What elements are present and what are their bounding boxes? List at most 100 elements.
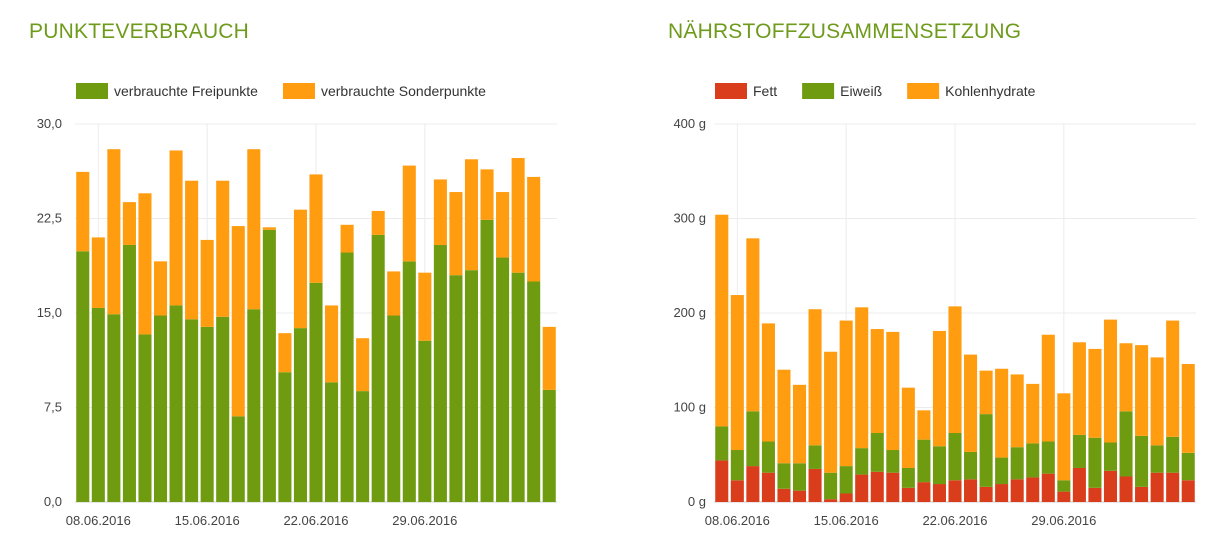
bar-naehrstoff-series0-5 <box>792 490 807 502</box>
bar-naehrstoff-series2-28 <box>1150 357 1164 446</box>
legend-swatch-1 <box>802 83 835 99</box>
bar-naehrstoff-series0-24 <box>1088 487 1102 502</box>
bar-naehrstoff-series2-15 <box>948 306 962 434</box>
y-tick-label: 0,0 <box>44 494 62 509</box>
bar-naehrstoff-series0-13 <box>917 482 931 502</box>
bar-naehrstoff-series0-29 <box>1166 472 1180 502</box>
bar-naehrstoff-series0-23 <box>1072 467 1086 502</box>
bar-punkte-series1-6 <box>169 150 183 306</box>
bar-naehrstoff-series1-22 <box>1057 480 1071 492</box>
bar-punkte-series1-23 <box>433 179 447 245</box>
bar-naehrstoff-series1-10 <box>870 433 884 472</box>
legend-swatch-0 <box>715 83 747 99</box>
bar-punkte-series1-17 <box>340 224 354 253</box>
bar-punkte-series0-17 <box>340 252 354 502</box>
y-tick-label: 300 g <box>673 211 706 226</box>
bar-naehrstoff-series1-11 <box>886 450 900 473</box>
bar-punkte-series1-28 <box>511 158 525 273</box>
bar-naehrstoff-series1-5 <box>792 463 807 491</box>
bar-naehrstoff-series2-23 <box>1072 342 1086 435</box>
bar-naehrstoff-series2-2 <box>746 238 760 412</box>
legend-label-0: verbrauchte Freipunkte <box>114 83 258 99</box>
bar-naehrstoff-series1-14 <box>932 446 946 485</box>
bar-naehrstoff-series0-28 <box>1150 472 1164 502</box>
bar-naehrstoff-series2-29 <box>1166 320 1180 437</box>
legend-swatch-0 <box>76 83 108 99</box>
bar-punkte-series0-18 <box>356 391 370 502</box>
bar-punkte-series0-6 <box>169 305 183 502</box>
bar-naehrstoff-series1-24 <box>1088 437 1102 488</box>
bar-naehrstoff-series1-19 <box>1010 447 1024 480</box>
legend-label-2: Kohlenhydrate <box>945 83 1036 99</box>
bar-naehrstoff-series1-27 <box>1135 435 1149 487</box>
x-tick-label: 15.06.2016 <box>175 513 240 528</box>
bar-punkte-series0-9 <box>216 316 230 502</box>
bar-naehrstoff-series2-4 <box>777 369 791 464</box>
bar-punkte-series0-5 <box>153 315 168 502</box>
bar-naehrstoff-series0-27 <box>1135 486 1149 502</box>
bar-punkte-series0-25 <box>464 270 479 502</box>
bar-naehrstoff-series2-5 <box>792 384 807 464</box>
bar-naehrstoff-series0-4 <box>777 488 791 502</box>
bar-naehrstoff-series1-23 <box>1072 434 1086 468</box>
bar-punkte-series0-2 <box>107 314 121 502</box>
bar-naehrstoff-series0-26 <box>1119 476 1133 502</box>
bar-naehrstoff-series0-21 <box>1041 473 1055 502</box>
bar-naehrstoff-series0-10 <box>870 471 884 502</box>
bar-naehrstoff-series1-30 <box>1181 452 1195 481</box>
bar-naehrstoff-series2-24 <box>1088 348 1102 438</box>
bar-naehrstoff-series1-16 <box>964 451 978 480</box>
bar-punkte-series1-2 <box>107 149 121 315</box>
bar-naehrstoff-series2-26 <box>1119 343 1133 412</box>
bar-naehrstoff-series0-18 <box>995 484 1009 502</box>
bar-punkte-series0-29 <box>527 281 541 502</box>
y-tick-label: 15,0 <box>37 305 62 320</box>
legend-swatch-2 <box>907 83 940 99</box>
bar-punkte-series1-26 <box>480 169 494 220</box>
bar-punkte-series1-9 <box>216 180 230 317</box>
bar-punkte-series1-29 <box>527 176 541 282</box>
legend-label-1: Eiweiß <box>840 83 882 99</box>
bar-naehrstoff-series1-26 <box>1119 411 1133 477</box>
bar-punkte-series1-25 <box>464 159 479 271</box>
bar-naehrstoff-series2-9 <box>855 307 869 449</box>
bar-naehrstoff-series2-1 <box>730 295 744 451</box>
bar-naehrstoff-series1-20 <box>1026 443 1040 478</box>
bar-punkte-series0-22 <box>418 340 432 502</box>
bar-punkte-series1-22 <box>418 272 432 341</box>
bar-naehrstoff-series0-25 <box>1103 470 1118 502</box>
bar-punkte-series1-5 <box>153 261 168 316</box>
bar-punkte-series0-0 <box>76 251 90 502</box>
bar-naehrstoff-series1-12 <box>901 467 915 488</box>
bar-naehrstoff-series0-11 <box>886 472 900 502</box>
bar-naehrstoff-series2-7 <box>824 351 838 473</box>
bar-punkte-series0-23 <box>433 244 447 502</box>
y-tick-label: 0 g <box>688 494 706 509</box>
bar-naehrstoff-series0-9 <box>855 474 869 502</box>
bar-naehrstoff-series1-17 <box>979 414 993 487</box>
bar-naehrstoff-series2-22 <box>1057 393 1071 481</box>
bar-punkte-series1-21 <box>402 165 416 262</box>
y-tick-label: 400 g <box>673 116 706 131</box>
bar-punkte-series0-20 <box>387 315 401 502</box>
bar-naehrstoff-series0-12 <box>901 487 915 502</box>
bar-naehrstoff-series2-14 <box>932 330 946 447</box>
bar-punkte-series0-8 <box>200 326 214 502</box>
bar-punkte-series1-15 <box>309 174 323 283</box>
bar-punkte-series0-7 <box>185 319 199 502</box>
bar-punkte-series0-1 <box>91 307 105 502</box>
bar-naehrstoff-series1-25 <box>1103 442 1118 471</box>
bar-punkte-series0-3 <box>122 244 136 502</box>
bar-naehrstoff-series0-1 <box>730 480 744 502</box>
bar-naehrstoff-series2-10 <box>870 329 884 434</box>
bar-punkte-series0-12 <box>262 229 276 502</box>
x-tick-label: 08.06.2016 <box>66 513 131 528</box>
bar-naehrstoff-series1-13 <box>917 439 931 483</box>
bar-naehrstoff-series0-17 <box>979 486 993 502</box>
bar-punkte-series0-11 <box>247 309 261 502</box>
bar-naehrstoff-series0-8 <box>839 493 853 502</box>
bar-naehrstoff-series2-12 <box>901 387 915 468</box>
bar-punkte-series1-13 <box>278 333 292 373</box>
bar-naehrstoff-series1-21 <box>1041 441 1055 474</box>
chart-title-punkteverbrauch: PUNKTEVERBRAUCH <box>29 20 250 43</box>
